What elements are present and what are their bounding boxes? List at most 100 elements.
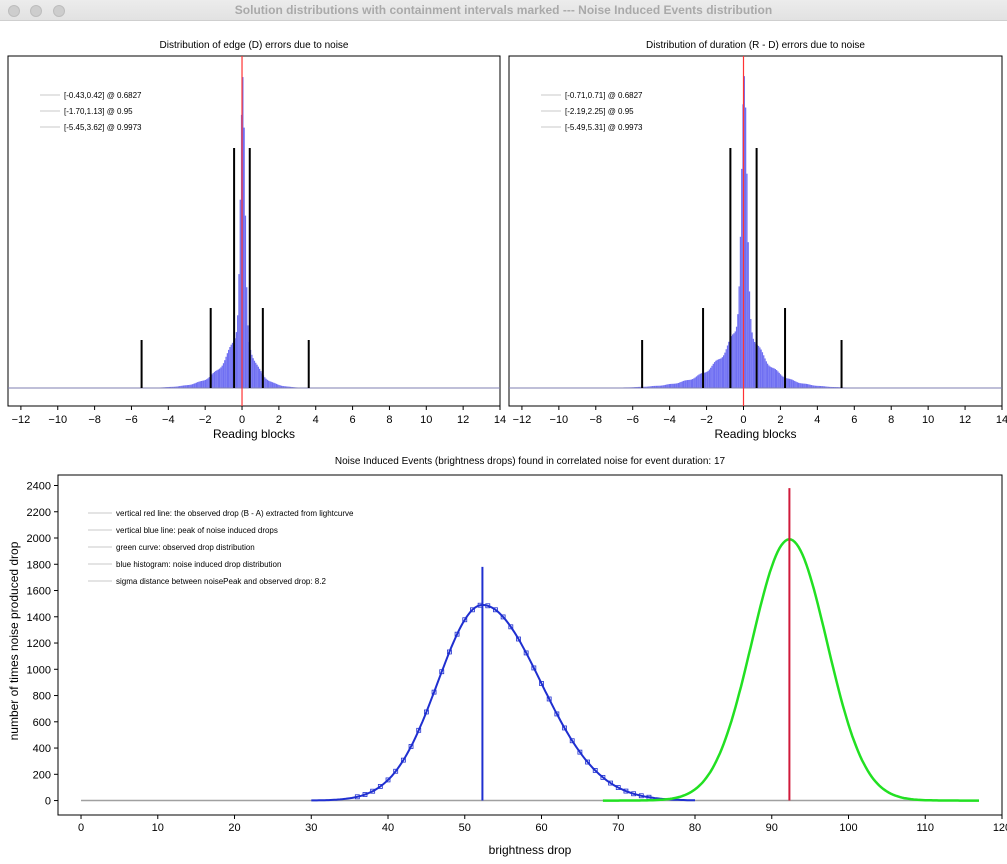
histogram-bar [735, 326, 738, 388]
histogram-bar [787, 378, 789, 388]
noise-histogram-marker [439, 669, 445, 675]
histogram-bar [795, 381, 797, 388]
histogram-bar [213, 371, 216, 388]
histogram-bar [774, 369, 776, 388]
histogram-bar [648, 386, 650, 388]
histogram-bar [770, 367, 773, 388]
x-tick-label: −4 [162, 414, 175, 426]
histogram-bar [257, 366, 259, 388]
noise-histogram-marker [393, 768, 399, 774]
histogram-bar [773, 368, 775, 388]
histogram-bar [173, 386, 176, 388]
histogram-bar [741, 168, 743, 388]
histogram-bar [654, 385, 656, 388]
window-title: Solution distributions with containment … [234, 3, 773, 17]
histogram-bar [675, 383, 677, 388]
histogram-bar [710, 367, 712, 388]
histogram-bar [768, 365, 770, 388]
x-tick-label: 4 [313, 414, 319, 426]
noise-histogram-marker [569, 738, 575, 744]
histogram-bar [237, 315, 239, 388]
histogram-bar [289, 386, 292, 388]
histogram-bar [670, 383, 672, 388]
histogram-bar [220, 367, 222, 388]
x-tick-label: 80 [689, 822, 701, 834]
histogram-bar [273, 382, 275, 388]
histogram-bar [180, 385, 182, 388]
histogram-bar [231, 342, 234, 388]
histogram-bar [667, 384, 669, 388]
histogram-bar [235, 332, 238, 388]
noise-distribution-curve [311, 604, 695, 802]
histogram-bar [689, 379, 691, 388]
histogram-bar [679, 382, 681, 388]
histogram-bar [685, 380, 687, 388]
histogram-bar [743, 76, 745, 389]
x-tick-label: −12 [12, 414, 31, 426]
noise-histogram-marker [546, 696, 552, 702]
x-tick-label: 60 [535, 822, 547, 834]
histogram-bar [191, 384, 194, 388]
noise-histogram-marker [431, 689, 437, 695]
histogram-bar [234, 338, 236, 388]
histogram-bar [827, 386, 829, 388]
histogram-bar [194, 383, 196, 388]
close-window-button[interactable] [8, 5, 20, 17]
x-tick-label: 50 [459, 822, 471, 834]
histogram-bar [190, 384, 192, 388]
plot-frame [7, 55, 501, 407]
legend-entry: [-0.43,0.42] @ 0.6827 [64, 91, 142, 100]
y-tick-label: 2000 [27, 533, 51, 545]
noise-histogram-marker [539, 681, 544, 686]
y-tick-label: 400 [33, 743, 51, 755]
x-tick-label: 40 [382, 822, 394, 834]
histogram-bar [690, 379, 692, 388]
edge-error-histogram-chart: Distribution of edge (D) errors due to n… [7, 40, 506, 441]
legend-entry: [-5.45,3.62] @ 0.9973 [64, 123, 142, 132]
legend-entry: [-1.70,1.13] @ 0.95 [64, 107, 133, 116]
histogram-bar [265, 378, 267, 388]
histogram-bar [704, 372, 707, 388]
histogram-bar [726, 345, 729, 388]
zoom-window-button[interactable] [52, 5, 65, 17]
x-tick-label: 70 [612, 822, 624, 834]
histogram-bar [813, 385, 815, 388]
noise-histogram-marker [377, 784, 383, 789]
histogram-bar [804, 383, 806, 388]
noise-histogram-marker [447, 649, 452, 655]
histogram-bar [258, 368, 261, 388]
histogram-bar [646, 386, 649, 388]
noise-histogram-marker [623, 788, 629, 794]
histogram-bar [738, 286, 740, 388]
histogram-bar [715, 360, 717, 388]
histogram-bar [644, 386, 646, 388]
legend-entry: green curve: observed drop distribution [116, 543, 255, 552]
x-tick-label: 8 [386, 414, 392, 426]
noise-histogram-marker [615, 785, 621, 790]
noise-histogram-marker [516, 636, 521, 642]
histogram-bar [253, 360, 256, 388]
histogram-bar [761, 352, 764, 388]
histogram-bar [653, 385, 655, 388]
histogram-bar [794, 380, 796, 388]
histogram-bar [803, 383, 805, 388]
histogram-bar [781, 375, 783, 388]
histogram-bar [703, 372, 705, 388]
histogram-bar [698, 374, 700, 388]
histogram-bar [176, 386, 178, 388]
histogram-bar [291, 386, 293, 388]
histogram-bar [754, 341, 756, 388]
noise-histogram-marker [531, 665, 537, 671]
histogram-bar [666, 384, 668, 388]
histogram-bar [764, 358, 766, 388]
histogram-bar [266, 379, 269, 388]
x-tick-label: 110 [916, 822, 934, 834]
x-tick-label: 120 [993, 822, 1007, 834]
minimize-window-button[interactable] [30, 5, 43, 17]
histogram-bar [686, 380, 689, 388]
histogram-bar [638, 386, 641, 388]
x-tick-label: −2 [199, 414, 212, 426]
x-tick-label: 10 [922, 414, 934, 426]
histogram-bar [681, 381, 683, 388]
noise-histogram-marker [608, 780, 613, 786]
